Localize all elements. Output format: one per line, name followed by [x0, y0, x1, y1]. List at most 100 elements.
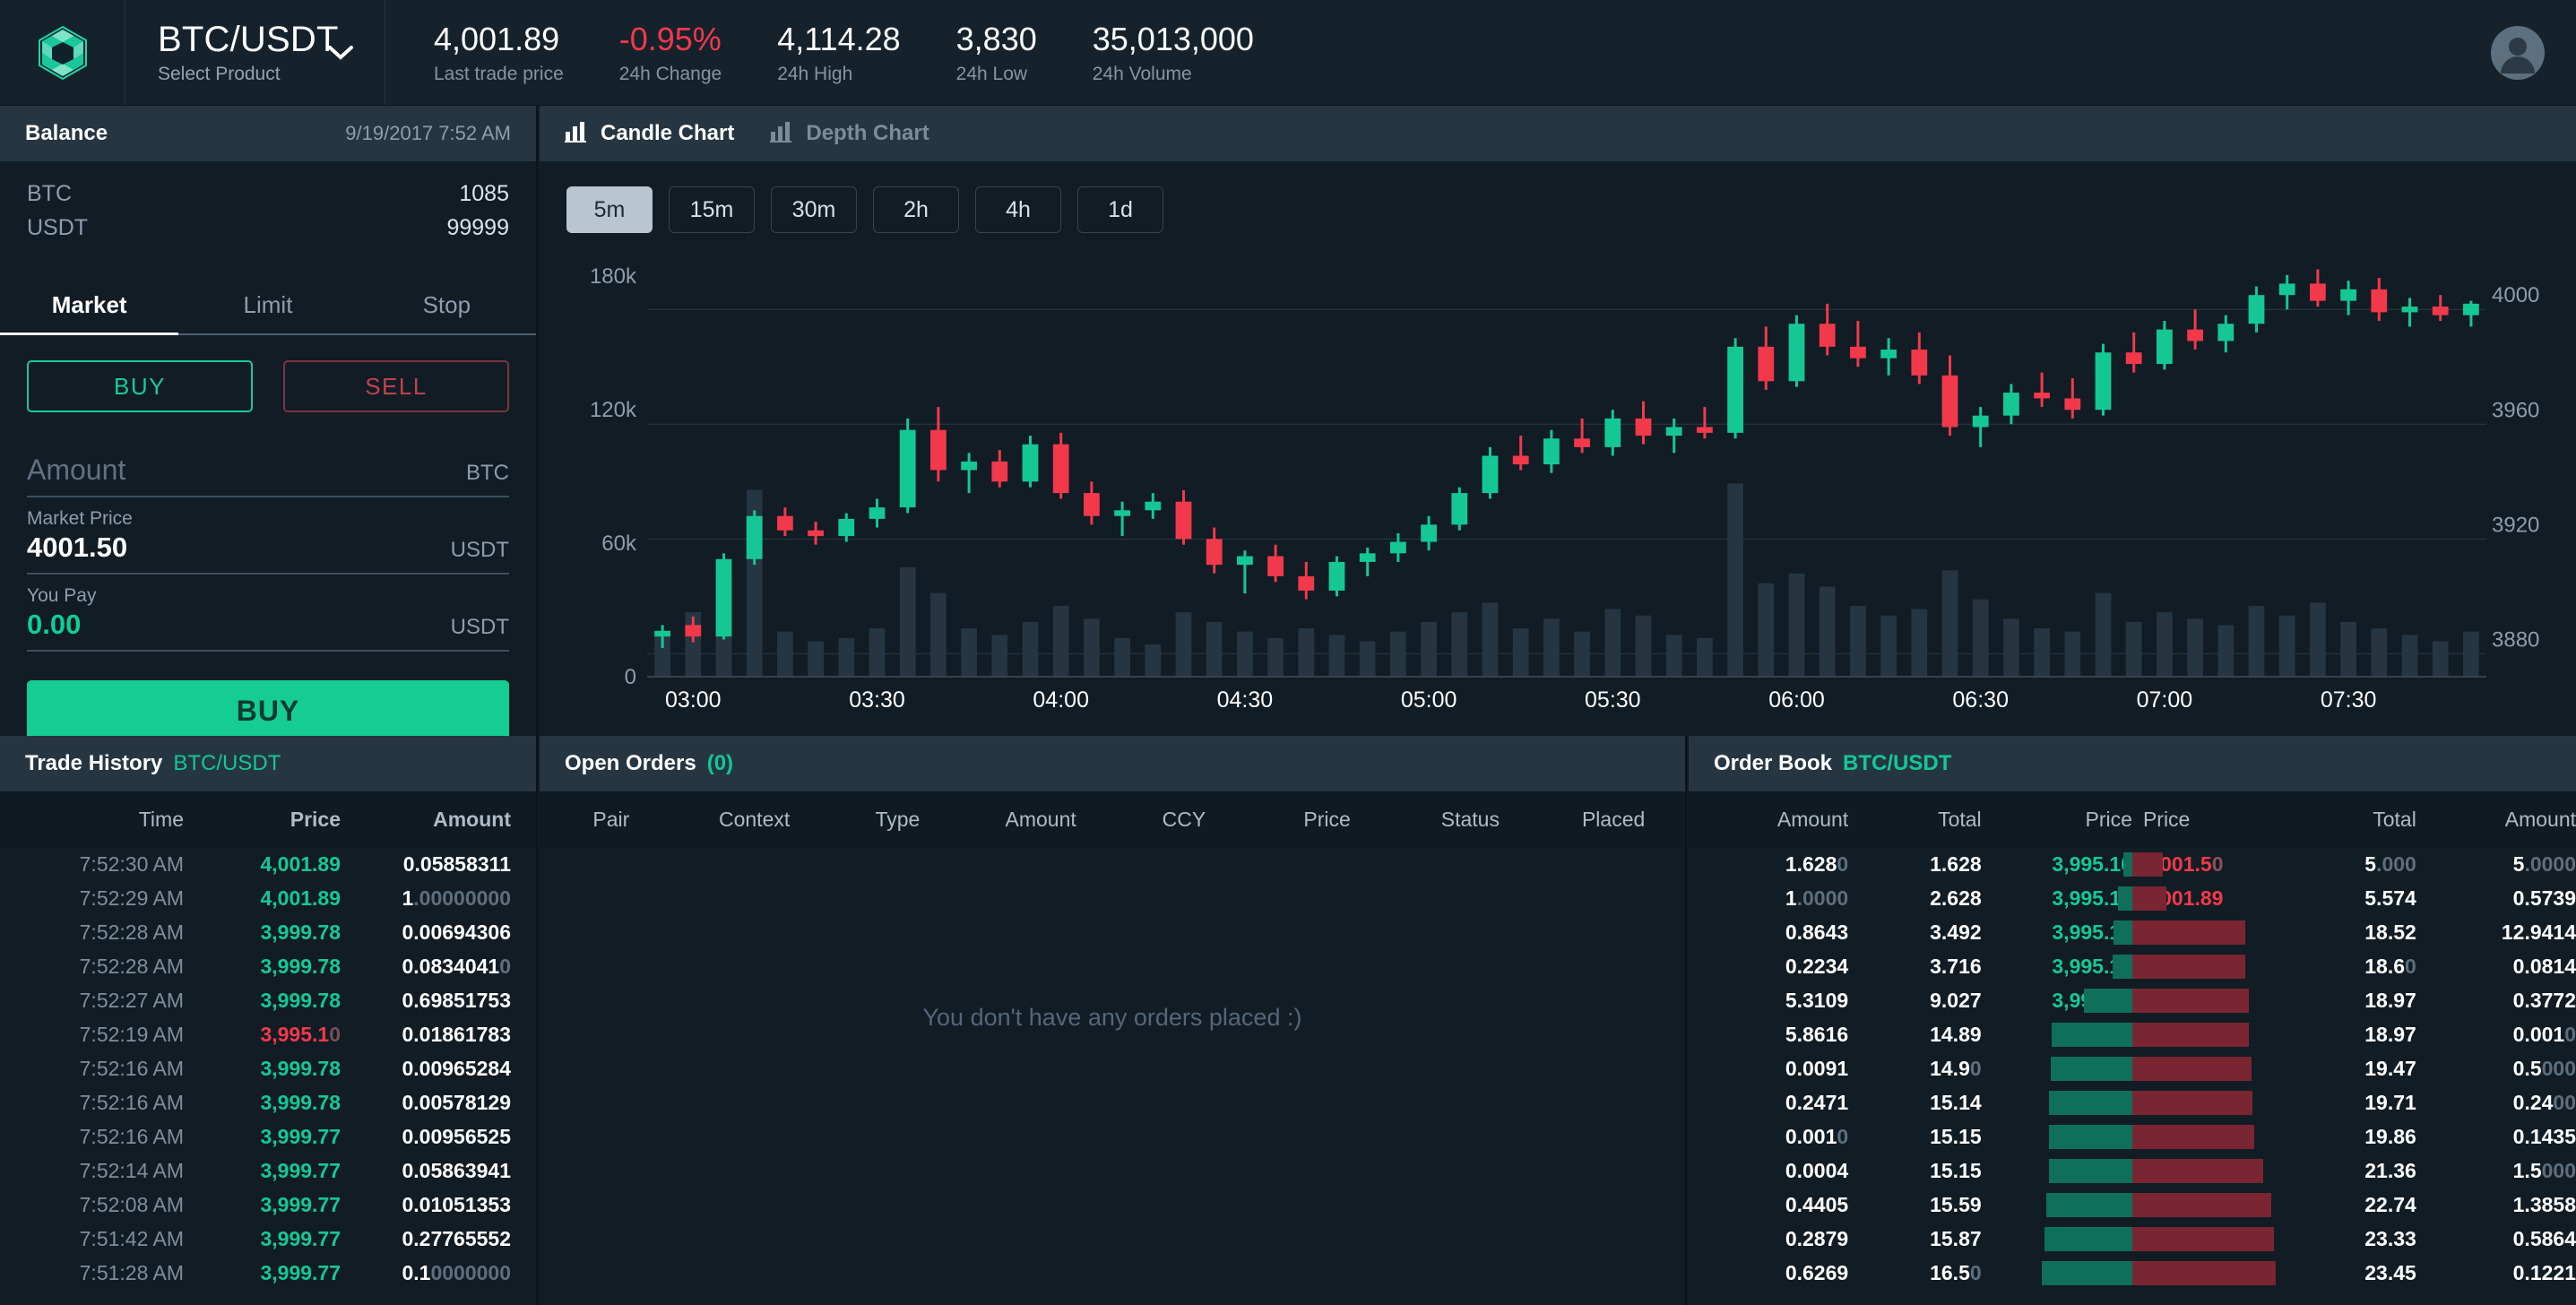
tab-stop[interactable]: Stop	[422, 291, 471, 318]
account-menu[interactable]	[2459, 0, 2576, 105]
bid-total[interactable]: 2.628	[1930, 886, 1982, 910]
ask-amount[interactable]: 0.2400	[2512, 1090, 2576, 1114]
bid-total[interactable]: 1.628	[1930, 851, 1982, 876]
ask-total[interactable]: 22.74	[2364, 1192, 2416, 1216]
ask-price[interactable]: 4,004.69	[2131, 988, 2283, 1013]
ask-total[interactable]: 23.45	[2364, 1260, 2416, 1284]
bid-price[interactable]: 3,993.75	[1982, 1124, 2132, 1149]
bid-price[interactable]: 3,995.10	[2052, 920, 2132, 945]
oo-col-pair[interactable]: Pair	[592, 807, 630, 831]
bid-amount[interactable]: 0.0091	[1785, 1056, 1849, 1080]
bid-price[interactable]: 3,992.29	[1982, 1192, 2132, 1217]
bid-amount[interactable]: 0.0004	[1785, 1158, 1849, 1182]
timeframe-2h[interactable]: 2h	[873, 186, 959, 233]
bid-total[interactable]: 14.89	[1930, 1022, 1982, 1046]
ask-total[interactable]: 19.71	[2364, 1090, 2416, 1114]
bid-price[interactable]: 3,992.29	[1982, 1226, 2132, 1251]
chart-tab-candle[interactable]: Candle Chart	[563, 117, 734, 151]
amount-input[interactable]: Amount BTC	[27, 443, 509, 497]
oo-col-status[interactable]: Status	[1440, 807, 1500, 831]
bid-amount[interactable]: 0.6269	[1785, 1260, 1849, 1284]
bid-total[interactable]: 14.90	[1930, 1056, 1982, 1080]
ask-amount[interactable]: 0.0010	[2512, 1022, 2576, 1046]
bid-total[interactable]: 15.15	[1930, 1158, 1982, 1182]
bid-price[interactable]: 3,995.00	[1982, 1022, 2132, 1047]
ask-price[interactable]: 4,001.89	[2131, 886, 2283, 911]
bid-amount[interactable]: 1.6280	[1785, 851, 1849, 876]
ask-amount[interactable]: 0.5000	[2512, 1056, 2576, 1080]
bid-amount[interactable]: 1.0000	[1785, 886, 1849, 910]
ask-price[interactable]: 4,001.50	[2131, 851, 2283, 877]
bid-total[interactable]: 3.716	[1930, 954, 1982, 978]
ask-total[interactable]: 5.574	[2364, 886, 2416, 910]
timeframe-1d[interactable]: 1d	[1077, 186, 1163, 233]
ask-price[interactable]: 4,006.98	[2131, 1056, 2283, 1081]
ask-total[interactable]: 18.97	[2364, 988, 2416, 1012]
oo-col-ccy[interactable]: CCY	[1162, 807, 1206, 831]
ask-amount[interactable]: 0.0814	[2512, 954, 2576, 978]
bid-amount[interactable]: 0.8643	[1785, 920, 1849, 944]
submit-order-button[interactable]: BUY	[27, 680, 509, 741]
bid-price[interactable]: 3,995.00	[1982, 988, 2132, 1013]
bid-price[interactable]: 3,994.76	[1982, 1056, 2132, 1081]
ask-amount[interactable]: 12.9414	[2501, 920, 2576, 944]
bid-price[interactable]: 3,995.10	[2052, 851, 2132, 877]
ask-amount[interactable]: 0.1221	[2512, 1260, 2576, 1284]
chart-tab-depth[interactable]: Depth Chart	[768, 117, 929, 151]
oo-col-type[interactable]: Type	[875, 807, 921, 831]
candle-chart[interactable]: 3880 3920 3960 4000 0 60k 120k 180k 03:00 03:30 04…	[540, 242, 2576, 736]
bid-total[interactable]: 16.50	[1930, 1260, 1982, 1284]
ask-amount[interactable]: 1.5000	[2512, 1158, 2576, 1182]
bid-price[interactable]: 3,995.10	[2052, 886, 2132, 911]
ask-total[interactable]: 18.60	[2364, 954, 2416, 978]
timeframe-4h[interactable]: 4h	[975, 186, 1061, 233]
ask-total[interactable]: 19.86	[2364, 1124, 2416, 1148]
bid-total[interactable]: 15.87	[1930, 1226, 1982, 1250]
bid-amount[interactable]: 0.4405	[1785, 1192, 1849, 1216]
bid-price[interactable]: 3,992.29	[1982, 1260, 2132, 1285]
buy-toggle-button[interactable]: BUY	[27, 360, 253, 412]
tab-limit[interactable]: Limit	[243, 291, 293, 318]
bid-amount[interactable]: 5.3109	[1785, 988, 1849, 1012]
ask-amount[interactable]: 0.5864	[2512, 1226, 2576, 1250]
ask-price[interactable]: 4,014.10	[2131, 1192, 2283, 1217]
sell-toggle-button[interactable]: SELL	[283, 360, 509, 412]
ask-amount[interactable]: 0.3772	[2512, 988, 2576, 1012]
timeframe-5m[interactable]: 5m	[566, 186, 653, 233]
bid-price[interactable]: 3,995.10	[2052, 954, 2132, 979]
bid-amount[interactable]: 5.8616	[1785, 1022, 1849, 1046]
timeframe-30m[interactable]: 30m	[771, 186, 857, 233]
ask-price[interactable]: 4,004.78	[2131, 1022, 2283, 1047]
ask-total[interactable]: 18.97	[2364, 1022, 2416, 1046]
bid-price[interactable]: 3,994.00	[1982, 1090, 2132, 1115]
ask-price[interactable]: 4,001.89	[2131, 920, 2283, 945]
bid-total[interactable]: 15.14	[1930, 1090, 1982, 1114]
ask-total[interactable]: 5.000	[2364, 851, 2416, 876]
bid-amount[interactable]: 0.2879	[1785, 1226, 1849, 1250]
oo-col-context[interactable]: Context	[718, 807, 791, 831]
ask-total[interactable]: 18.52	[2364, 920, 2416, 944]
ask-total[interactable]: 19.47	[2364, 1056, 2416, 1080]
bid-total[interactable]: 15.59	[1930, 1192, 1982, 1216]
ask-price[interactable]: 4,014.10	[2131, 1158, 2283, 1183]
ask-price[interactable]: 4,014.10	[2131, 1260, 2283, 1285]
timeframe-15m[interactable]: 15m	[669, 186, 755, 233]
ask-amount[interactable]: 5.0000	[2512, 851, 2576, 876]
ask-price[interactable]: 4,002.00	[2131, 954, 2283, 979]
ask-price[interactable]: 4,006.98	[2131, 1090, 2283, 1115]
ask-amount[interactable]: 1.3858	[2512, 1192, 2576, 1216]
product-selector[interactable]: BTC/USDT Select Product	[125, 0, 385, 105]
oo-col-price[interactable]: Price	[1303, 807, 1351, 831]
oo-col-amount[interactable]: Amount	[1005, 807, 1076, 831]
bid-total[interactable]: 9.027	[1930, 988, 1982, 1012]
ask-price[interactable]: 4,007.00	[2131, 1124, 2283, 1149]
bid-amount[interactable]: 0.0010	[1785, 1124, 1849, 1148]
bid-total[interactable]: 15.15	[1930, 1124, 1982, 1148]
tab-market[interactable]: Market	[0, 275, 179, 335]
bid-price[interactable]: 3,993.22	[1982, 1158, 2132, 1183]
bid-amount[interactable]: 0.2234	[1785, 954, 1849, 978]
ask-total[interactable]: 21.36	[2364, 1158, 2416, 1182]
bid-amount[interactable]: 0.2471	[1785, 1090, 1849, 1114]
oo-col-placed[interactable]: Placed	[1581, 807, 1646, 831]
ask-price[interactable]: 4,014.10	[2131, 1226, 2283, 1251]
